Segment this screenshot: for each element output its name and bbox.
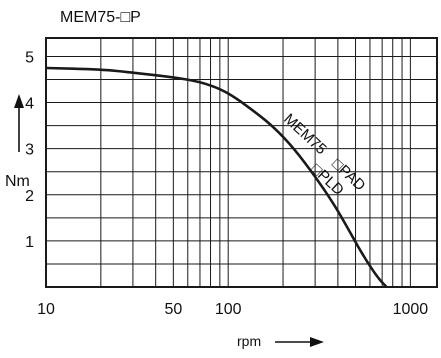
x-tick-label: 50 — [164, 301, 182, 318]
x-tick-label: 100 — [215, 301, 242, 318]
arrow-right-icon — [275, 337, 324, 347]
torque-curve — [45, 66, 388, 288]
y-axis-ticks: 1 2 3 4 5 — [25, 49, 34, 250]
y-tick-label: 5 — [25, 49, 34, 66]
y-tick-label: 2 — [25, 188, 34, 205]
plot-border — [45, 37, 438, 288]
x-axis-label: rpm — [237, 333, 261, 349]
x-axis-label-group: rpm — [237, 333, 324, 349]
x-axis-ticks: 10 50 100 1000 — [37, 301, 428, 318]
series-label-line: MEM75 — [280, 110, 329, 158]
y-tick-label: 4 — [25, 96, 34, 113]
y-axis-label-group: Nm — [5, 94, 30, 190]
x-tick-label: 10 — [37, 301, 55, 318]
y-tick-label: 1 — [25, 234, 34, 251]
grid — [45, 38, 437, 287]
y-tick-label: 3 — [25, 142, 34, 159]
y-axis-label: Nm — [5, 173, 30, 190]
chart-title: MEM75-□P — [60, 9, 141, 26]
x-tick-label: 1000 — [393, 301, 429, 318]
arrow-up-icon — [14, 94, 24, 152]
